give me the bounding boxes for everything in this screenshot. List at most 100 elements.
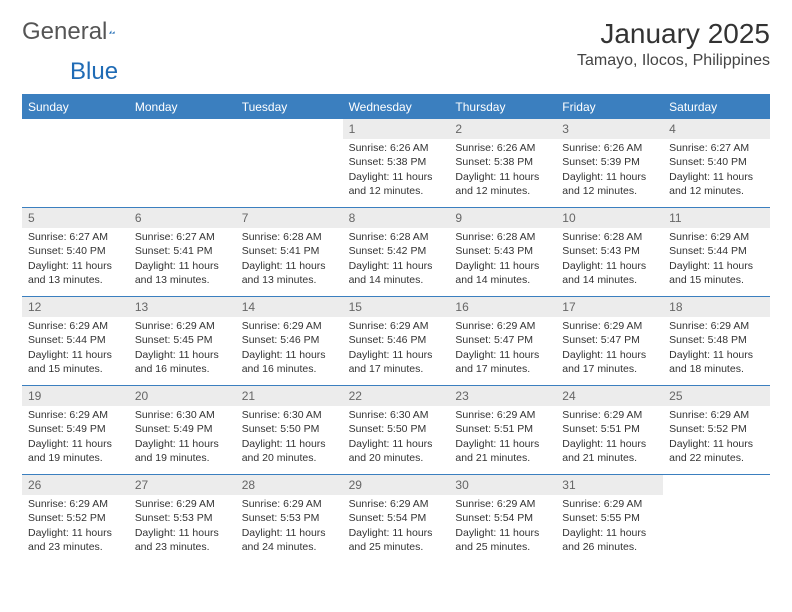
day-number: 1 [343, 119, 450, 139]
daylight-line: Daylight: 11 hours and 14 minutes. [562, 259, 657, 287]
sunset-line: Sunset: 5:52 PM [669, 422, 764, 436]
day-cell: 27Sunrise: 6:29 AMSunset: 5:53 PMDayligh… [129, 475, 236, 563]
day-cell: 21Sunrise: 6:30 AMSunset: 5:50 PMDayligh… [236, 386, 343, 474]
day-cell: 28Sunrise: 6:29 AMSunset: 5:53 PMDayligh… [236, 475, 343, 563]
daylight-line: Daylight: 11 hours and 14 minutes. [455, 259, 550, 287]
sunset-line: Sunset: 5:47 PM [455, 333, 550, 347]
daylight-line: Daylight: 11 hours and 18 minutes. [669, 348, 764, 376]
daylight-line: Daylight: 11 hours and 23 minutes. [135, 526, 230, 554]
day-info: Sunrise: 6:29 AMSunset: 5:44 PMDaylight:… [22, 317, 129, 382]
empty-cell [663, 475, 770, 563]
sunrise-line: Sunrise: 6:29 AM [135, 319, 230, 333]
sunset-line: Sunset: 5:50 PM [349, 422, 444, 436]
weekday-header: Friday [556, 96, 663, 118]
day-number: 13 [129, 297, 236, 317]
day-cell: 18Sunrise: 6:29 AMSunset: 5:48 PMDayligh… [663, 297, 770, 385]
day-number: 11 [663, 208, 770, 228]
day-info: Sunrise: 6:28 AMSunset: 5:43 PMDaylight:… [449, 228, 556, 293]
sunset-line: Sunset: 5:41 PM [135, 244, 230, 258]
day-number: 14 [236, 297, 343, 317]
day-number: 24 [556, 386, 663, 406]
sunset-line: Sunset: 5:46 PM [242, 333, 337, 347]
day-cell: 12Sunrise: 6:29 AMSunset: 5:44 PMDayligh… [22, 297, 129, 385]
day-number: 18 [663, 297, 770, 317]
day-number: 29 [343, 475, 450, 495]
daylight-line: Daylight: 11 hours and 19 minutes. [135, 437, 230, 465]
day-number: 16 [449, 297, 556, 317]
sunrise-line: Sunrise: 6:29 AM [562, 319, 657, 333]
daylight-line: Daylight: 11 hours and 13 minutes. [135, 259, 230, 287]
day-cell: 23Sunrise: 6:29 AMSunset: 5:51 PMDayligh… [449, 386, 556, 474]
day-cell: 2Sunrise: 6:26 AMSunset: 5:38 PMDaylight… [449, 119, 556, 207]
day-info: Sunrise: 6:29 AMSunset: 5:52 PMDaylight:… [22, 495, 129, 560]
day-info: Sunrise: 6:27 AMSunset: 5:41 PMDaylight:… [129, 228, 236, 293]
day-info: Sunrise: 6:29 AMSunset: 5:46 PMDaylight:… [236, 317, 343, 382]
sunset-line: Sunset: 5:40 PM [28, 244, 123, 258]
empty-cell [236, 119, 343, 207]
sunset-line: Sunset: 5:50 PM [242, 422, 337, 436]
sunrise-line: Sunrise: 6:29 AM [455, 408, 550, 422]
sunset-line: Sunset: 5:54 PM [455, 511, 550, 525]
day-info: Sunrise: 6:30 AMSunset: 5:49 PMDaylight:… [129, 406, 236, 471]
weekday-header: Wednesday [343, 96, 450, 118]
day-info: Sunrise: 6:29 AMSunset: 5:48 PMDaylight:… [663, 317, 770, 382]
day-cell: 5Sunrise: 6:27 AMSunset: 5:40 PMDaylight… [22, 208, 129, 296]
day-info: Sunrise: 6:29 AMSunset: 5:51 PMDaylight:… [556, 406, 663, 471]
sunset-line: Sunset: 5:39 PM [562, 155, 657, 169]
day-info: Sunrise: 6:29 AMSunset: 5:47 PMDaylight:… [449, 317, 556, 382]
day-number: 8 [343, 208, 450, 228]
daylight-line: Daylight: 11 hours and 17 minutes. [455, 348, 550, 376]
day-cell: 6Sunrise: 6:27 AMSunset: 5:41 PMDaylight… [129, 208, 236, 296]
day-cell: 10Sunrise: 6:28 AMSunset: 5:43 PMDayligh… [556, 208, 663, 296]
day-cell: 19Sunrise: 6:29 AMSunset: 5:49 PMDayligh… [22, 386, 129, 474]
sunset-line: Sunset: 5:55 PM [562, 511, 657, 525]
day-cell: 30Sunrise: 6:29 AMSunset: 5:54 PMDayligh… [449, 475, 556, 563]
calendar-week: 5Sunrise: 6:27 AMSunset: 5:40 PMDaylight… [22, 207, 770, 296]
title-block: January 2025 Tamayo, Ilocos, Philippines [577, 18, 770, 70]
sunset-line: Sunset: 5:46 PM [349, 333, 444, 347]
day-number: 4 [663, 119, 770, 139]
day-info: Sunrise: 6:30 AMSunset: 5:50 PMDaylight:… [236, 406, 343, 471]
daylight-line: Daylight: 11 hours and 26 minutes. [562, 526, 657, 554]
daylight-line: Daylight: 11 hours and 12 minutes. [349, 170, 444, 198]
day-cell: 24Sunrise: 6:29 AMSunset: 5:51 PMDayligh… [556, 386, 663, 474]
day-number: 10 [556, 208, 663, 228]
day-number: 15 [343, 297, 450, 317]
day-info: Sunrise: 6:28 AMSunset: 5:43 PMDaylight:… [556, 228, 663, 293]
day-info: Sunrise: 6:29 AMSunset: 5:52 PMDaylight:… [663, 406, 770, 471]
day-number: 31 [556, 475, 663, 495]
sunrise-line: Sunrise: 6:29 AM [242, 497, 337, 511]
sunset-line: Sunset: 5:54 PM [349, 511, 444, 525]
day-cell: 17Sunrise: 6:29 AMSunset: 5:47 PMDayligh… [556, 297, 663, 385]
day-cell: 20Sunrise: 6:30 AMSunset: 5:49 PMDayligh… [129, 386, 236, 474]
weekday-header: Monday [129, 96, 236, 118]
daylight-line: Daylight: 11 hours and 25 minutes. [349, 526, 444, 554]
sunset-line: Sunset: 5:49 PM [28, 422, 123, 436]
sunset-line: Sunset: 5:51 PM [562, 422, 657, 436]
day-cell: 11Sunrise: 6:29 AMSunset: 5:44 PMDayligh… [663, 208, 770, 296]
sunrise-line: Sunrise: 6:29 AM [28, 408, 123, 422]
sunrise-line: Sunrise: 6:26 AM [349, 141, 444, 155]
day-cell: 29Sunrise: 6:29 AMSunset: 5:54 PMDayligh… [343, 475, 450, 563]
day-info: Sunrise: 6:26 AMSunset: 5:39 PMDaylight:… [556, 139, 663, 204]
daylight-line: Daylight: 11 hours and 12 minutes. [669, 170, 764, 198]
daylight-line: Daylight: 11 hours and 12 minutes. [455, 170, 550, 198]
daylight-line: Daylight: 11 hours and 22 minutes. [669, 437, 764, 465]
daylight-line: Daylight: 11 hours and 24 minutes. [242, 526, 337, 554]
day-cell: 31Sunrise: 6:29 AMSunset: 5:55 PMDayligh… [556, 475, 663, 563]
day-info: Sunrise: 6:29 AMSunset: 5:45 PMDaylight:… [129, 317, 236, 382]
daylight-line: Daylight: 11 hours and 25 minutes. [455, 526, 550, 554]
daylight-line: Daylight: 11 hours and 21 minutes. [455, 437, 550, 465]
day-cell: 3Sunrise: 6:26 AMSunset: 5:39 PMDaylight… [556, 119, 663, 207]
day-info: Sunrise: 6:29 AMSunset: 5:46 PMDaylight:… [343, 317, 450, 382]
logo: General [22, 18, 141, 46]
day-cell: 8Sunrise: 6:28 AMSunset: 5:42 PMDaylight… [343, 208, 450, 296]
day-info: Sunrise: 6:29 AMSunset: 5:53 PMDaylight:… [236, 495, 343, 560]
sunrise-line: Sunrise: 6:28 AM [242, 230, 337, 244]
weekday-header-row: SundayMondayTuesdayWednesdayThursdayFrid… [22, 96, 770, 118]
sunset-line: Sunset: 5:43 PM [562, 244, 657, 258]
sunset-line: Sunset: 5:52 PM [28, 511, 123, 525]
day-cell: 4Sunrise: 6:27 AMSunset: 5:40 PMDaylight… [663, 119, 770, 207]
sunrise-line: Sunrise: 6:29 AM [562, 408, 657, 422]
day-info: Sunrise: 6:29 AMSunset: 5:54 PMDaylight:… [449, 495, 556, 560]
